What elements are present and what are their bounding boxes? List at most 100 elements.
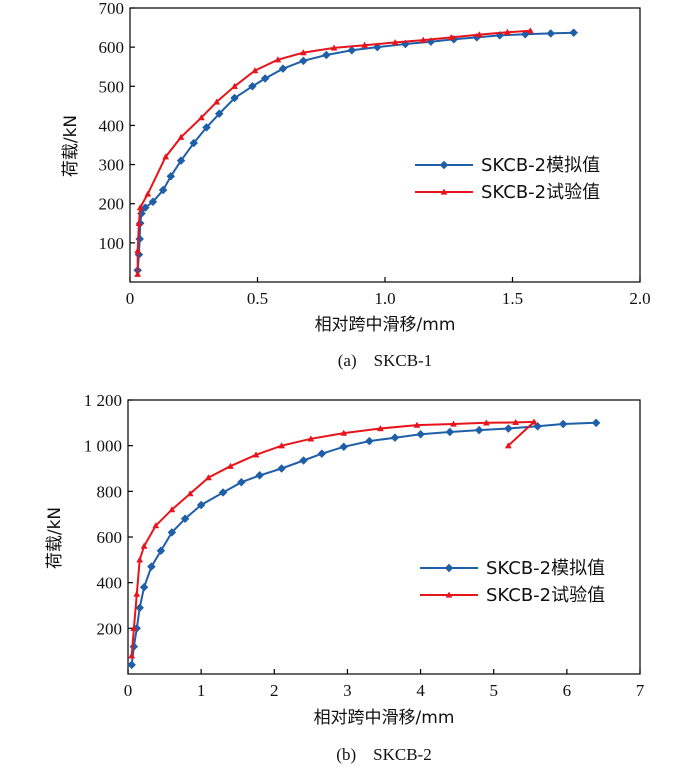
chart-a-series-2-point: [299, 49, 307, 56]
chart-a-series-1-point: [166, 171, 176, 181]
chart-b-series-2-point: [205, 474, 212, 481]
chart-a-caption: (a) SKCB-1: [338, 351, 432, 370]
chart-a-series-2-point: [213, 98, 221, 105]
chart-a-ytick-label: 700: [99, 0, 125, 18]
chart-a-series-2-point: [274, 56, 282, 63]
chart-b-caption: (b) SKCB-2: [336, 745, 431, 764]
chart-a-series-1-point: [299, 56, 308, 66]
chart-b-ytick-label: 200: [97, 619, 123, 638]
chart-b-series-2-point: [136, 556, 144, 563]
chart-b-plot-frame: [127, 399, 641, 675]
chart-a-series-2-point: [526, 27, 534, 34]
chart-a-series-1-point: [214, 109, 224, 119]
chart-b-series-2-point: [307, 435, 315, 442]
chart-b-series-2-point: [133, 590, 141, 597]
chart-a-marks: 0 0.5 1.0 1.5 2.0 100 200 300 400 500 600 700 SKCB-2…: [99, 0, 651, 308]
chart-b-series-1-point: [237, 477, 246, 487]
chart-b-series-2-point: [413, 421, 421, 428]
chart-b-series-1-point: [503, 424, 513, 433]
chart-b-series-1-point: [129, 642, 139, 651]
chart-a-ytick-label: 300: [99, 156, 125, 175]
chart-b-ylabel: 荷载/kN: [45, 507, 65, 569]
chart-a-ytick-label: 500: [99, 77, 125, 96]
chart-b-series-2-point: [252, 451, 260, 458]
chart-a-legend: SKCB-2模拟值 SKCB-2试验值: [415, 155, 600, 203]
chart-b-series-1-point: [139, 582, 149, 592]
chart-a-ytick-label: 600: [99, 38, 125, 57]
chart-a-series-1-point: [230, 93, 239, 103]
chart-a-series-2-point: [447, 33, 455, 41]
chart-b-legend: SKCB-2模拟值 SKCB-2试验值: [420, 558, 605, 606]
chart-b-series-1-point: [156, 546, 166, 556]
chart-a-series-1-point: [546, 29, 556, 38]
chart-b-series-1-point: [339, 442, 349, 452]
chart-b-series-1-point: [416, 429, 425, 439]
chart-a-series-1-point: [278, 64, 288, 74]
chart-b-series-2-point: [278, 442, 286, 449]
chart-a-series-1-point: [347, 45, 357, 55]
chart-b-xtick-label: 7: [636, 681, 645, 700]
chart-b-series-1-point: [218, 488, 228, 497]
chart-a-series-1-point: [248, 81, 257, 91]
chart-b-legend-label-2: SKCB-2试验值: [486, 585, 605, 606]
chart-b-series-1-point: [127, 660, 137, 670]
chart-a-legend-marker-2: [440, 188, 448, 195]
chart-b-ytick-label: 600: [97, 528, 123, 547]
chart-b-series-1-point: [390, 433, 400, 443]
chart-a-xtick-label: 1.0: [374, 289, 395, 308]
chart-a-series-1-point: [569, 28, 579, 38]
chart-b-series-2-point: [140, 542, 148, 549]
chart-a-series-1-point: [140, 203, 150, 212]
chart-b-legend-label-1: SKCB-2模拟值: [486, 558, 605, 579]
chart-b-series-1-point: [180, 514, 190, 524]
chart-a-series-2-point: [475, 31, 483, 38]
chart-b-series-2-point: [152, 522, 160, 529]
chart-a-xtick-label: 1.5: [502, 289, 523, 308]
chart-a-series-1-line: [136, 31, 574, 271]
chart-a-legend-label-1: SKCB-2模拟值: [481, 155, 600, 176]
chart-b-series-1-point: [255, 470, 265, 480]
chart-b-series-1-point: [365, 436, 374, 446]
chart-a-series-2-point: [134, 247, 142, 254]
chart-a-series-2-point: [361, 41, 369, 48]
chart-b-ytick-label: 1 000: [84, 437, 122, 456]
chart-a-series-1-point: [135, 234, 145, 244]
chart-b-series-1-point: [277, 464, 286, 473]
chart-a-series-2-point: [231, 82, 238, 89]
chart-b-series-2-point: [376, 425, 384, 432]
chart-b-series-2-point: [512, 418, 520, 426]
chart-a-series-2-point: [135, 219, 143, 226]
chart-a-ytick-label: 400: [99, 116, 125, 135]
chart-a-series-1-point: [148, 197, 158, 207]
chart-a-series-1-point: [176, 156, 186, 166]
chart-a-xlabel: 相对跨中滑移/mm: [315, 315, 456, 335]
chart-a-ylabel: 荷载/kN: [61, 115, 81, 177]
chart-a-ytick-label: 100: [99, 234, 125, 253]
chart-a-series-1-point: [321, 50, 331, 60]
chart-a-series-1-point: [189, 138, 199, 148]
chart-b-xtick-label: 6: [563, 681, 572, 700]
chart-a-series-2-point: [144, 190, 152, 197]
chart-b-series-1-point: [445, 427, 455, 437]
chart-b-xtick-label: 4: [416, 681, 425, 700]
chart-a-series-2-point: [251, 67, 259, 74]
chart-b-series-1-line: [130, 421, 597, 666]
chart-a-series-1-point: [202, 123, 211, 132]
chart-b-series-2-point: [530, 418, 538, 425]
chart-a-series-2-point: [177, 133, 185, 140]
chart-b-series-2-point: [450, 420, 457, 427]
chart-a-series-2-point: [391, 38, 399, 46]
chart-b-series-2-line: [130, 420, 537, 656]
chart-a-plot-frame: [129, 7, 641, 283]
chart-b-series-1-point: [147, 562, 156, 572]
chart-b-legend-marker-1: [444, 563, 454, 573]
chart-b-series-2-point: [226, 462, 234, 469]
chart-b-series-1-point: [558, 419, 568, 429]
chart-b-series-1-point: [474, 425, 484, 435]
chart-a-xtick-label: 2.0: [629, 289, 650, 308]
chart-b-xtick-label: 5: [489, 681, 498, 700]
chart-b-series-2-point: [128, 652, 136, 659]
